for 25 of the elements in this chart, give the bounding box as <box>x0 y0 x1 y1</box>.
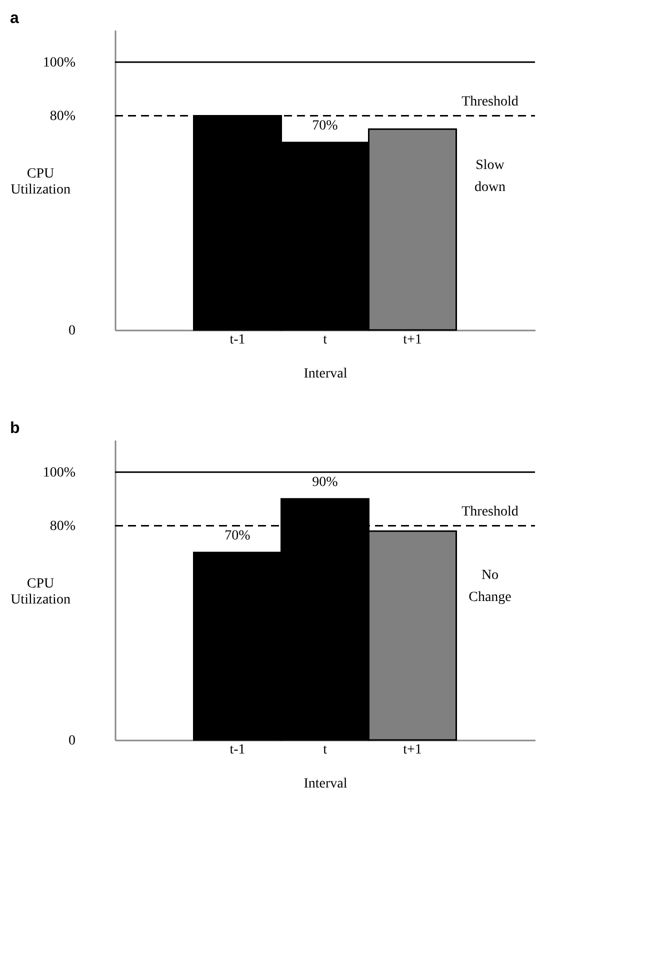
data-label: 70% <box>224 528 251 544</box>
x-axis-title: Interval <box>304 366 348 382</box>
x-tick-label: t-1 <box>230 742 246 758</box>
x-tick-label: t <box>323 742 328 758</box>
y-tick-label: 100% <box>42 56 76 71</box>
data-label: 90% <box>312 474 338 490</box>
ref-line-label: Threshold <box>462 94 518 110</box>
y-axis-title: CPU Utilization <box>10 576 70 608</box>
y-axis-title: CPU Utilization <box>10 166 70 198</box>
x-tick-label: t-1 <box>230 332 246 348</box>
y-tick-label: 100% <box>42 466 76 481</box>
chart-title: b <box>10 420 20 437</box>
annotation: Slow down <box>474 158 506 195</box>
ref-line-label: Threshold <box>462 504 518 520</box>
data-label: 70% <box>312 118 338 134</box>
annotation: No Change <box>468 568 512 605</box>
chart-title: a <box>10 10 20 27</box>
x-tick-label: t+1 <box>403 332 422 348</box>
y-tick-label: 80% <box>50 109 76 124</box>
x-axis-title: Interval <box>304 776 348 792</box>
y-tick-label: 0 <box>68 734 76 748</box>
y-tick-label: 0 <box>68 324 76 338</box>
y-tick-label: 80% <box>50 519 76 534</box>
x-tick-label: t <box>323 332 328 348</box>
x-tick-label: t+1 <box>403 742 422 758</box>
